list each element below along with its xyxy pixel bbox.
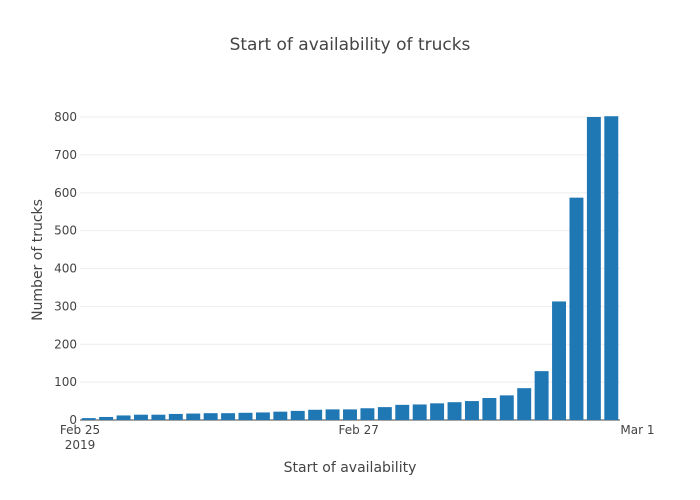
x-tick-label: Feb 25 (60, 423, 100, 437)
x-tick-label: Mar 1 (620, 423, 654, 437)
bar (586, 117, 601, 420)
y-tick-label: 800 (54, 110, 77, 124)
bar (151, 414, 166, 420)
y-tick-label: 100 (54, 375, 77, 389)
chart-title: Start of availability of trucks (230, 35, 471, 55)
bar (534, 371, 549, 420)
bar (99, 416, 114, 420)
y-tick-label: 300 (54, 299, 77, 313)
y-tick-label: 0 (69, 413, 77, 427)
y-axis-title: Number of trucks (30, 199, 46, 321)
bar (273, 411, 288, 420)
y-tick-label: 700 (54, 148, 77, 162)
x-tick-year-label: 2019 (65, 438, 96, 452)
y-tick-label: 600 (54, 186, 77, 200)
bar (430, 403, 445, 420)
bar (255, 412, 270, 420)
bar (569, 197, 584, 420)
bar (377, 407, 392, 420)
y-axis-ticks: 0 100 200 300 400 500 600 700 800 (54, 110, 77, 427)
bars (81, 116, 619, 421)
bar (464, 401, 479, 420)
bar (552, 301, 566, 420)
bar (447, 402, 462, 420)
bar (186, 413, 201, 420)
bar (360, 408, 375, 420)
bar (604, 116, 619, 421)
bar (517, 388, 532, 420)
bar (116, 415, 131, 420)
bar (134, 414, 148, 420)
bar (168, 413, 183, 420)
bar (203, 413, 218, 420)
y-tick-label: 200 (54, 337, 77, 351)
bar (395, 404, 410, 420)
bar (290, 410, 305, 420)
bar (238, 412, 253, 420)
bar (343, 409, 357, 420)
bar (325, 409, 340, 420)
y-tick-label: 500 (54, 224, 77, 238)
bar (482, 398, 497, 420)
bar (412, 404, 427, 420)
x-tick-label: Feb 27 (339, 423, 379, 437)
y-tick-label: 400 (54, 262, 77, 276)
bar (221, 413, 236, 420)
bar (499, 395, 514, 420)
bar (308, 409, 323, 420)
x-axis-title: Start of availability (284, 460, 417, 476)
bar (81, 418, 96, 420)
